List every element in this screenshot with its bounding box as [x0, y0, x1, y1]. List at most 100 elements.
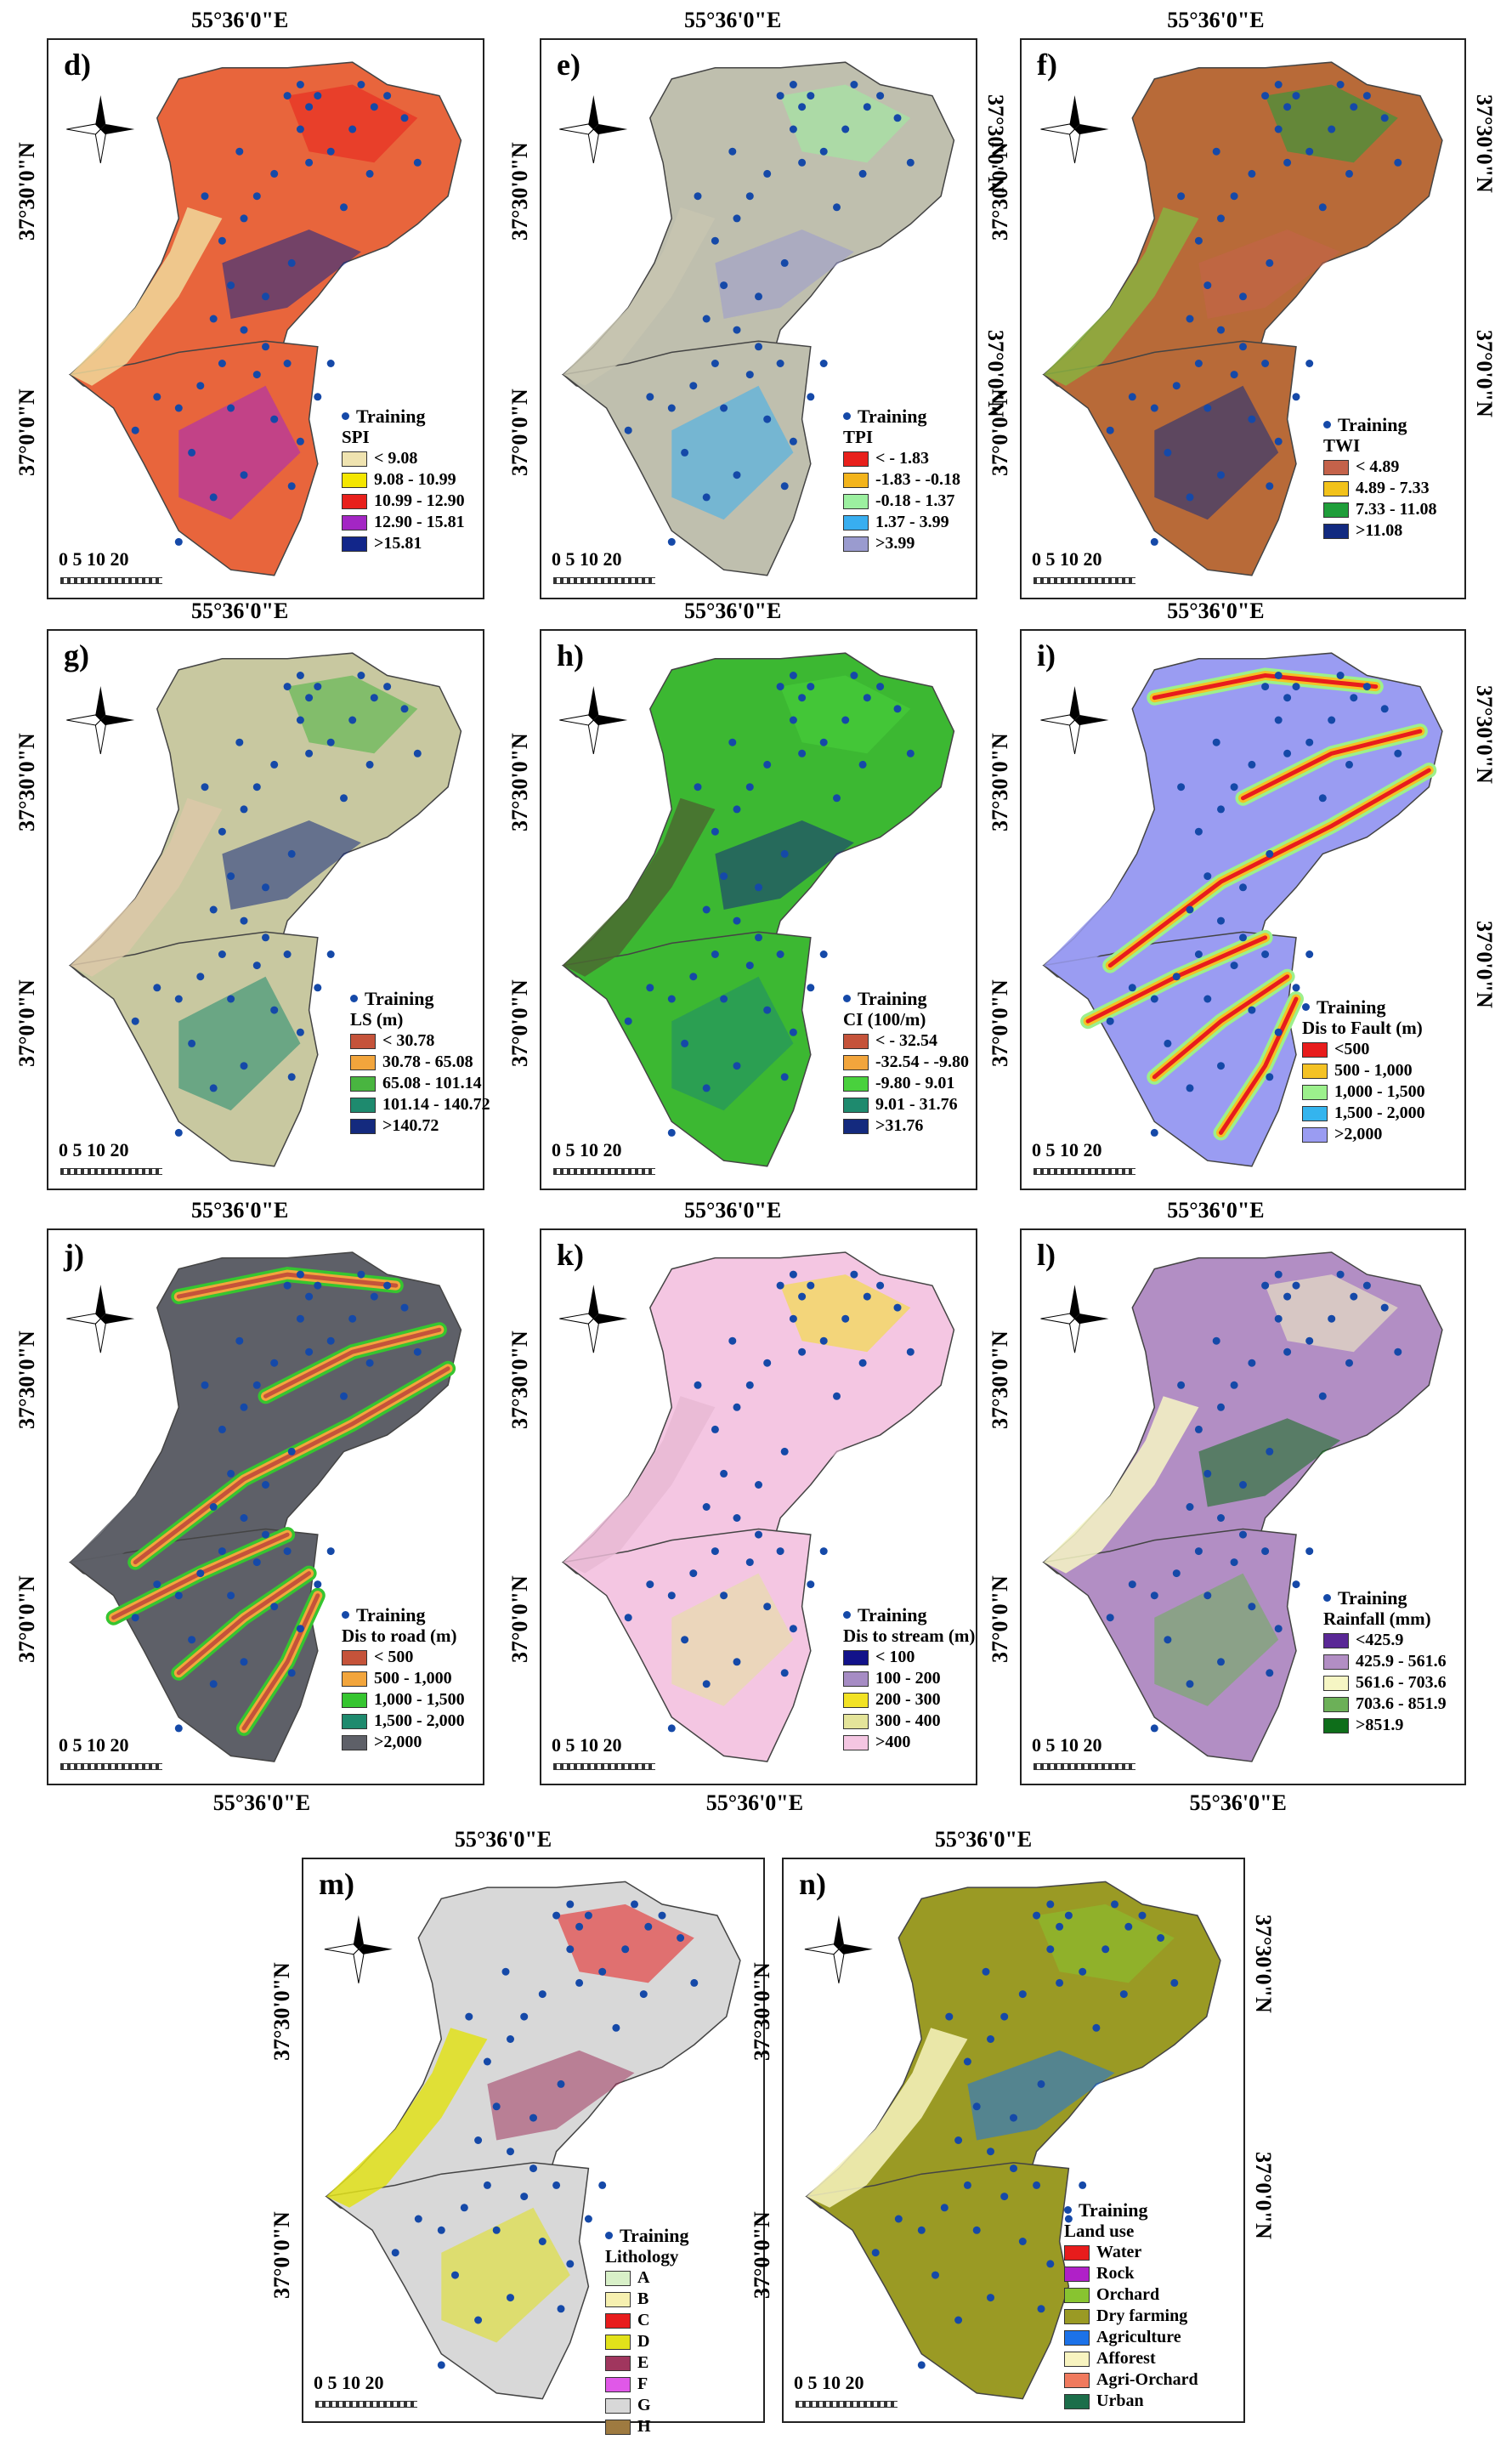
legend-label: < 500 [374, 1648, 414, 1666]
linear-buffer [263, 1327, 442, 1399]
legend-swatch [843, 451, 869, 467]
class-zone [178, 976, 301, 1111]
latitude-label: 37°30'0"N [269, 1962, 294, 2062]
training-point [780, 1669, 789, 1677]
training-point [1010, 2113, 1017, 2122]
panel-label: i) [1037, 638, 1056, 672]
legend-swatch [605, 2270, 631, 2286]
training-point [624, 1614, 632, 1622]
training-point [755, 1530, 762, 1539]
zone-west [807, 2028, 968, 2208]
training-point [646, 984, 654, 992]
training-point [240, 1403, 248, 1411]
legend-item: 425.9 - 561.6 [1323, 1651, 1447, 1672]
training-point [1292, 1281, 1300, 1290]
longitude-label: 55°36'0"E [1167, 1198, 1265, 1223]
map-frame: h) Training CI (100/m) < - 32.54 -32.54 - -9… [540, 629, 977, 1190]
training-point [1239, 1530, 1247, 1539]
legend-training: Training [1338, 414, 1407, 435]
legend-training: Training [620, 2225, 689, 2246]
class-zone [1036, 1903, 1175, 1983]
legend-label: A [637, 2268, 650, 2287]
training-point [1305, 950, 1314, 958]
class-zone [287, 84, 418, 163]
training-point [1274, 672, 1283, 679]
legend-training: Training [1338, 1587, 1407, 1608]
north-arrow-icon [559, 685, 628, 755]
legend-swatch [1302, 1063, 1328, 1079]
training-point [314, 1281, 322, 1290]
training-point [720, 281, 728, 290]
training-point [819, 950, 828, 958]
north-arrow-icon [66, 685, 135, 755]
training-point [1194, 827, 1203, 836]
training-point [858, 169, 867, 178]
training-point [174, 1128, 183, 1137]
training-point [584, 2215, 592, 2223]
north-arrow-icon [559, 94, 628, 164]
training-point [283, 950, 292, 958]
training-point [326, 1547, 335, 1556]
training-point [296, 716, 304, 724]
class-zone [1265, 1274, 1398, 1353]
training-point [690, 1978, 699, 1987]
scale-bar [553, 577, 655, 584]
training-point [954, 2136, 963, 2144]
legend-swatch [605, 2355, 631, 2371]
training-point [776, 950, 784, 958]
scale-label: 0 5 10 20 [1032, 548, 1102, 570]
training-point [252, 1558, 261, 1567]
training-point [681, 1039, 689, 1047]
legend-label: 500 - 1,000 [374, 1669, 452, 1688]
map-legend: Training Dis to stream (m) < 100 100 - 200 2… [843, 1604, 975, 1753]
training-point [1239, 292, 1247, 301]
training-point [733, 1062, 741, 1070]
legend-title: CI (100/m) [843, 1009, 926, 1030]
legend-item: < - 32.54 [843, 1030, 969, 1052]
training-point [296, 125, 304, 133]
training-point [287, 1669, 296, 1677]
training-point [287, 849, 296, 858]
legend-item: 9.01 - 31.76 [843, 1094, 969, 1115]
legend-swatch [605, 2376, 631, 2392]
longitude-label: 55°36'0"E [1167, 599, 1265, 623]
training-point [1056, 1922, 1064, 1931]
training-point [624, 1017, 632, 1025]
scale-label: 0 5 10 20 [314, 2372, 384, 2393]
linear-buffer [1107, 768, 1431, 968]
training-point [833, 1392, 841, 1400]
legend-item: Urban [1064, 2391, 1198, 2412]
training-point [917, 2226, 926, 2234]
legend-swatch [342, 493, 367, 509]
longitude-label: 55°36'0"E [683, 1198, 782, 1223]
legend-item: 1,500 - 2,000 [1302, 1103, 1425, 1124]
training-point [1283, 158, 1292, 167]
training-point [270, 1603, 279, 1611]
training-point [1230, 962, 1238, 970]
legend-swatch [843, 1734, 869, 1750]
legend-item: <425.9 [1323, 1630, 1447, 1651]
legend-label: >400 [875, 1733, 911, 1751]
training-point [1305, 360, 1314, 367]
legend-label: Water [1096, 2243, 1142, 2261]
training-point [240, 1514, 248, 1522]
training-point [711, 236, 719, 245]
training-point [776, 92, 784, 100]
training-point [1217, 471, 1225, 479]
training-point [789, 437, 797, 445]
training-point [841, 716, 850, 724]
map-legend: Training Land use Water Rock Orchard Dry farm… [1064, 2199, 1198, 2412]
training-point [745, 783, 754, 791]
legend-label: < 9.08 [374, 449, 418, 468]
north-arrow-icon [1040, 1285, 1109, 1353]
training-point [174, 1591, 183, 1600]
legend-item: Afforest [1064, 2348, 1198, 2369]
training-point [807, 1281, 815, 1290]
legend-training: Training [1079, 2199, 1148, 2221]
class-zone [780, 1274, 911, 1353]
legend-title: Lithology [605, 2246, 679, 2267]
zone-west [1044, 207, 1199, 386]
legend-label: F [637, 2374, 648, 2393]
basin-map [559, 1251, 955, 1762]
legend-label: 200 - 300 [875, 1690, 941, 1709]
